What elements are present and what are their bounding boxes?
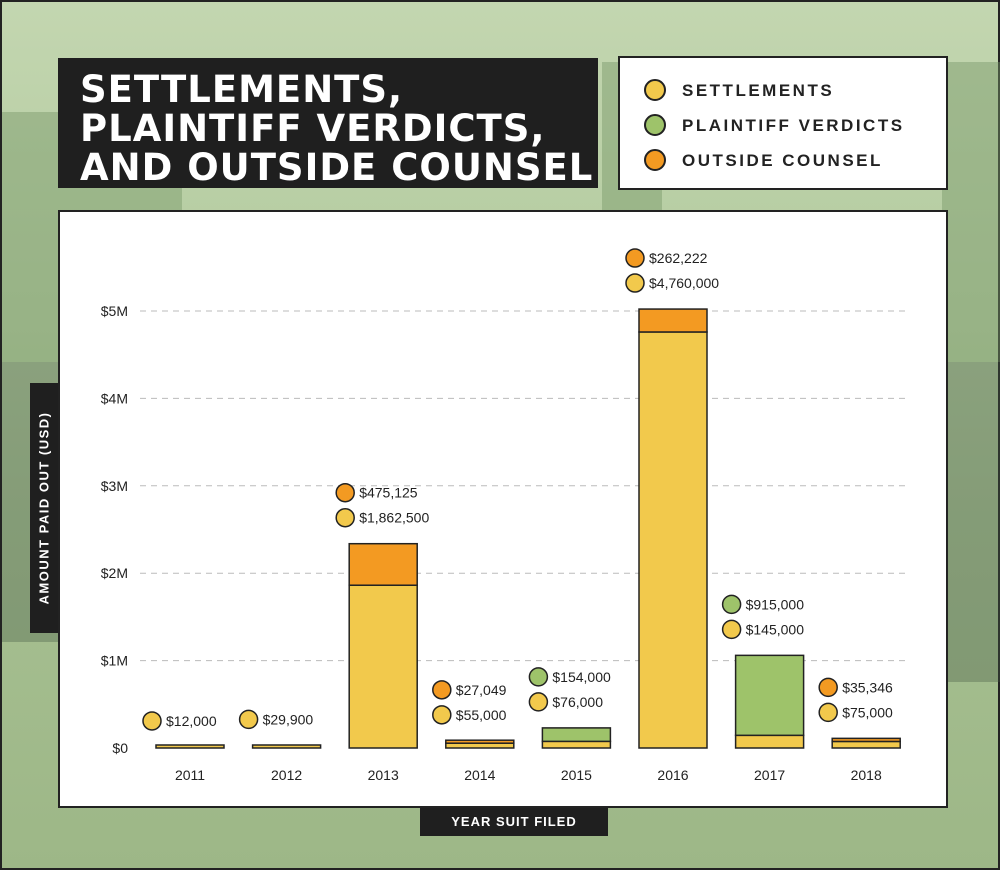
data-label: $76,000 (552, 694, 603, 710)
plot-area: $0 $1M $2M $3M $4M $5M 2011 $12,000 2012 $29,900 2… (58, 210, 948, 808)
legend-label-outside-counsel: OUTSIDE COUNSEL (682, 151, 883, 170)
x-tick-label: 2015 (561, 767, 592, 783)
data-label: $75,000 (842, 704, 893, 720)
bar-segment (734, 734, 805, 749)
data-label: $915,000 (746, 596, 805, 612)
outside-counsel-swatch-icon (644, 149, 666, 171)
y-tick-label: $4M (101, 390, 128, 406)
x-tick-label: 2017 (754, 767, 785, 783)
data-label-dot (818, 702, 838, 723)
x-tick-label: 2018 (851, 767, 882, 783)
x-tick-label: 2014 (464, 767, 495, 783)
title-line-3: AND OUTSIDE COUNSEL (80, 146, 594, 189)
y-axis-label-text: AMOUNT PAID OUT (USD) (36, 411, 52, 605)
bar-chart: $0 $1M $2M $3M $4M $5M 2011 $12,000 2012 $29,900 2… (101, 248, 910, 783)
data-label: $29,900 (263, 711, 314, 727)
bar-segment (348, 584, 418, 749)
x-axis-label-text: YEAR SUIT FILED (451, 814, 577, 829)
data-label-dot (625, 273, 645, 293)
bar-segment (445, 739, 515, 744)
data-label: $55,000 (456, 707, 507, 723)
data-label: $154,000 (552, 669, 611, 685)
chart-title: SETTLEMENTS, PLAINTIFF VERDICTS, AND OUT… (58, 58, 598, 189)
bar-segment (831, 740, 901, 749)
data-label-dot (528, 667, 549, 687)
data-label: $262,222 (649, 250, 708, 266)
y-tick-label: $5M (101, 303, 128, 319)
data-label: $145,000 (746, 621, 805, 637)
data-label-dot (432, 705, 452, 725)
x-tick-label: 2012 (271, 767, 302, 783)
bar-segment (541, 740, 612, 749)
bar-segment (638, 308, 708, 333)
bar-segment (251, 744, 322, 749)
title-line-1: SETTLEMENTS, (80, 68, 404, 111)
data-label: $35,346 (842, 679, 893, 695)
x-axis-label: YEAR SUIT FILED (420, 808, 608, 836)
data-label-dot (528, 692, 549, 712)
data-label-dot (721, 619, 742, 640)
y-tick-label: $1M (101, 653, 128, 669)
background-building (942, 62, 1000, 362)
data-label-dot (625, 248, 645, 268)
bar-segment (734, 654, 805, 737)
settlements-swatch-icon (644, 79, 666, 101)
title-line-2: PLAINTIFF VERDICTS, (80, 107, 546, 150)
data-label-dot (432, 680, 452, 700)
legend: SETTLEMENTS PLAINTIFF VERDICTS OUTSIDE C… (618, 56, 948, 190)
data-label: $1,862,500 (359, 510, 429, 526)
data-label: $12,000 (166, 713, 217, 729)
bar-segment (348, 542, 418, 586)
data-label-dot (721, 594, 742, 615)
x-tick-label: 2016 (657, 767, 688, 783)
background-building (947, 362, 1000, 682)
bar-segment (831, 737, 901, 743)
data-label-dot (238, 709, 259, 730)
bar-segment (541, 727, 612, 743)
plaintiff-verdicts-swatch-icon (644, 114, 666, 136)
y-tick-label: $0 (112, 740, 128, 756)
legend-label-settlements: SETTLEMENTS (682, 81, 835, 100)
y-tick-label: $3M (101, 478, 128, 494)
x-tick-label: 2013 (368, 767, 399, 783)
x-tick-label: 2011 (175, 767, 205, 783)
y-tick-label: $2M (101, 565, 128, 581)
legend-label-plaintiff-verdicts: PLAINTIFF VERDICTS (682, 116, 905, 135)
data-label-dot (335, 482, 355, 503)
data-label: $27,049 (456, 682, 507, 698)
data-label-dot (142, 711, 162, 731)
data-label: $4,760,000 (649, 275, 719, 291)
y-axis-label: AMOUNT PAID OUT (USD) (30, 383, 58, 633)
data-label-dot (335, 507, 355, 528)
bar-segment (638, 331, 708, 749)
data-label: $475,125 (359, 485, 418, 501)
data-label-dot (818, 677, 838, 698)
bar-segment (155, 744, 225, 749)
